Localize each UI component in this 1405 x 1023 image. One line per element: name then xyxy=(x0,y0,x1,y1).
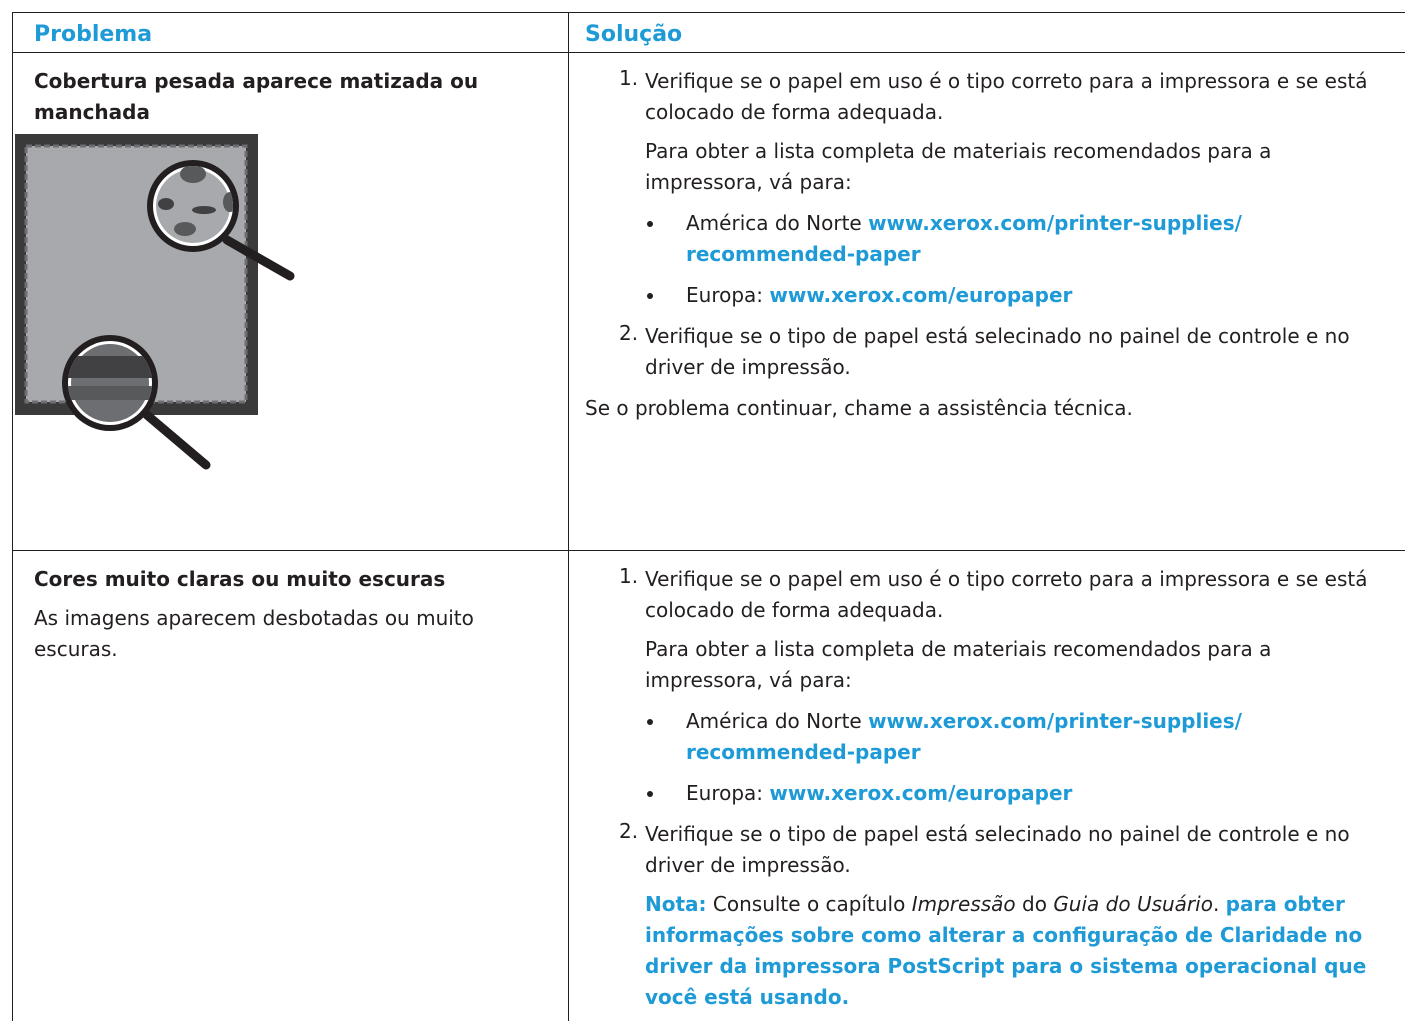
step-number: 2. xyxy=(619,321,639,345)
problem-title: Cobertura pesada aparece matizada ou man… xyxy=(34,69,479,124)
note-label: Nota: xyxy=(645,892,707,916)
step-text: Verifique se o tipo de papel está seleci… xyxy=(645,822,1350,877)
bullet xyxy=(647,293,653,299)
step-text: Verifique se o papel em uso é o tipo cor… xyxy=(645,69,1368,124)
step-detail: Para obter a lista completa de materiais… xyxy=(645,139,1272,194)
step: 2. Verifique se o tipo de papel está sel… xyxy=(585,321,1395,383)
link[interactable]: www.xerox.com/europaper xyxy=(769,781,1073,805)
step-detail: Para obter a lista completa de materiais… xyxy=(645,637,1272,692)
step-text: Verifique se o papel em uso é o tipo cor… xyxy=(645,567,1368,622)
note-text: Guia do Usuário xyxy=(1053,892,1213,916)
region: América do Norte xyxy=(686,709,862,733)
note: Nota: Consulte o capítulo Impressão do G… xyxy=(645,889,1395,1013)
bullet xyxy=(647,719,653,725)
step: 2. Verifique se o tipo de papel está sel… xyxy=(585,819,1395,1013)
solution-cell: 1. Verifique se o papel em uso é o tipo … xyxy=(585,66,1395,424)
defect-illustration xyxy=(15,134,295,470)
footer-text: Se o problema continuar, chame a assistê… xyxy=(585,396,1133,420)
link-line: América do Norte www.xerox.com/printer-s… xyxy=(686,208,1395,239)
link-line: Europa: www.xerox.com/europaper xyxy=(686,280,1395,311)
note-text: . xyxy=(1212,892,1220,916)
row-border xyxy=(12,550,1405,551)
link-item: América do Norte www.xerox.com/printer-s… xyxy=(585,706,1395,768)
link[interactable]: www.xerox.com/printer-supplies/ xyxy=(868,709,1242,733)
left-border xyxy=(12,12,13,1021)
link[interactable]: recommended-paper xyxy=(686,242,921,266)
problem-cell: Cobertura pesada aparece matizada ou man… xyxy=(34,66,534,128)
region: América do Norte xyxy=(686,211,862,235)
link-line: América do Norte www.xerox.com/printer-s… xyxy=(686,706,1395,737)
link-item: Europa: www.xerox.com/europaper xyxy=(585,280,1395,311)
note-text: Impressão xyxy=(911,892,1016,916)
header-border xyxy=(12,52,1405,53)
region: Europa: xyxy=(686,283,764,307)
step-text: Verifique se o tipo de papel está seleci… xyxy=(645,324,1350,379)
step: 1. Verifique se o papel em uso é o tipo … xyxy=(585,66,1395,311)
step-number: 2. xyxy=(619,819,639,843)
link[interactable]: www.xerox.com/printer-supplies/ xyxy=(868,211,1242,235)
step-number: 1. xyxy=(619,564,639,588)
top-border xyxy=(12,12,1405,13)
problem-description: As imagens aparecem desbotadas ou muito … xyxy=(34,606,474,661)
solution-cell: 1. Verifique se o papel em uso é o tipo … xyxy=(585,564,1395,1023)
bullet xyxy=(647,791,653,797)
note-link[interactable]: para obter informações sobre como altera… xyxy=(645,892,1367,1009)
link-item: América do Norte www.xerox.com/printer-s… xyxy=(585,208,1395,270)
link-line: Europa: www.xerox.com/europaper xyxy=(686,778,1395,809)
header-problem: Problema xyxy=(34,22,153,47)
column-divider xyxy=(568,12,569,1021)
header-solution: Solução xyxy=(585,22,683,47)
link[interactable]: recommended-paper xyxy=(686,740,921,764)
step: 1. Verifique se o papel em uso é o tipo … xyxy=(585,564,1395,809)
note-text: do xyxy=(1015,892,1054,916)
problem-title: Cores muito claras ou muito escuras xyxy=(34,567,446,591)
link-item: Europa: www.xerox.com/europaper xyxy=(585,778,1395,809)
link[interactable]: www.xerox.com/europaper xyxy=(769,283,1073,307)
bullet xyxy=(647,221,653,227)
problem-cell: Cores muito claras ou muito escuras As i… xyxy=(34,564,534,675)
step-number: 1. xyxy=(619,66,639,90)
region: Europa: xyxy=(686,781,764,805)
note-text: Consulte o capítulo xyxy=(712,892,912,916)
